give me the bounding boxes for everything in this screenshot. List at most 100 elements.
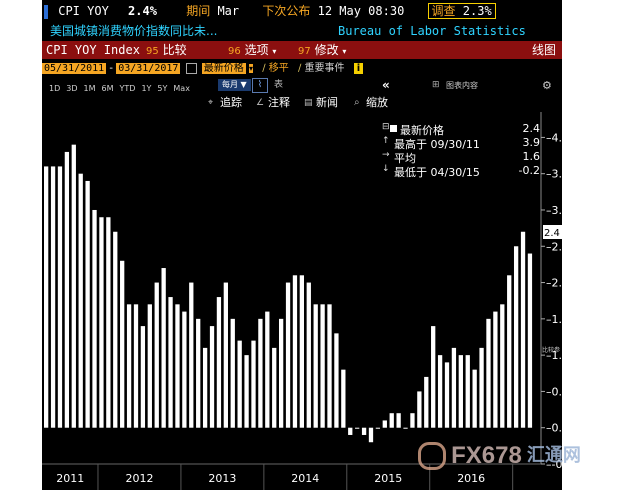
bar-2015-01[interactable] [348,427,353,435]
bar-2013-09[interactable] [237,340,242,428]
calendar-icon[interactable] [185,62,197,74]
bar-2014-03[interactable] [278,318,284,428]
bar-2015-03[interactable] [361,427,367,435]
chart-content-label[interactable]: 图表内容 [446,81,478,90]
bar-2015-09[interactable] [403,427,408,429]
news-button[interactable]: 新闻 [316,96,338,109]
bar-2013-12[interactable] [258,318,263,428]
range-max[interactable]: Max [173,84,190,93]
bar-2012-03[interactable] [113,231,118,428]
bar-2013-02[interactable] [189,282,194,428]
smooth-label[interactable]: 移平 [268,63,289,74]
frequency-selector[interactable]: 每月 ▼ [218,79,251,91]
track-button[interactable]: 追踪 [220,96,242,109]
bar-2014-06[interactable] [299,275,305,428]
bar-2012-05[interactable] [126,304,132,428]
bar-2015-07[interactable] [389,413,394,428]
field-caret-icon[interactable]: ▾ [248,64,253,73]
bar-2016-09[interactable] [486,318,491,428]
bar-2016-05[interactable] [458,355,463,428]
bar-2012-02[interactable] [106,217,111,428]
chart-type[interactable]: 线图 [531,43,556,57]
bar-2012-10[interactable] [161,268,166,428]
bar-2011-08[interactable] [64,151,70,428]
zoom-button[interactable]: 缩放 [366,96,388,109]
bar-2016-10[interactable] [493,311,498,428]
table-icon[interactable]: 表 [274,80,284,90]
bar-2013-08[interactable] [230,318,235,428]
bar-2013-05[interactable] [209,326,215,428]
bar-2011-11[interactable] [85,180,90,428]
bar-2012-04[interactable] [120,260,125,428]
bar-2011-10[interactable] [78,173,83,428]
info-icon[interactable]: i [353,63,364,74]
bar-2012-09[interactable] [154,282,159,428]
bar-2014-04[interactable] [285,282,291,428]
range-6m[interactable]: 6M [101,84,114,93]
bar-2016-12[interactable] [507,275,512,428]
range-5y[interactable]: 5Y [157,84,168,93]
bar-2015-06[interactable] [382,420,387,428]
bar-2013-10[interactable] [244,355,249,428]
settings-gear-icon[interactable]: ⚙ [542,79,552,92]
bar-2016-01[interactable] [431,326,436,428]
bar-2012-12[interactable] [175,304,180,428]
bar-2014-07[interactable] [306,282,311,428]
bar-2012-06[interactable] [133,304,139,428]
bar-2017-03[interactable] [527,253,533,428]
bar-2011-07[interactable] [57,166,63,428]
bar-2014-12[interactable] [341,369,346,428]
bar-2015-08[interactable] [396,413,401,428]
end-date-field[interactable]: 03/31/2017 [116,63,181,74]
bar-2012-11[interactable] [168,297,173,428]
start-date-field[interactable]: 05/31/2011 [42,63,107,74]
bar-2011-12[interactable] [92,209,97,428]
bar-2013-07[interactable] [223,282,228,428]
bar-2016-02[interactable] [437,355,443,428]
bar-2015-10[interactable] [410,413,415,428]
ticker[interactable]: CPI YOY [58,4,109,18]
range-1d[interactable]: 1D [49,84,61,93]
annotate-button[interactable]: 注释 [268,96,290,109]
bar-2013-01[interactable] [182,311,187,428]
bar-2012-01[interactable] [99,217,104,428]
bar-2014-08[interactable] [313,304,318,428]
bar-2014-10[interactable] [327,304,332,428]
bar-2014-01[interactable] [265,311,270,428]
field-selector[interactable]: 最新价格 [201,63,246,74]
survey-box[interactable]: 调查 2.3% [427,3,496,19]
bar-2011-09[interactable] [71,144,76,428]
bar-2016-08[interactable] [479,347,484,428]
bar-2011-06[interactable] [50,166,56,428]
bar-2015-11[interactable] [417,391,422,428]
events-label[interactable]: 重要事件 [304,63,345,74]
bar-2015-05[interactable] [375,427,381,429]
bar-2012-08[interactable] [147,304,152,428]
bar-2017-01[interactable] [513,246,519,428]
bar-2015-04[interactable] [368,427,374,443]
index-name[interactable]: CPI YOY Index [46,43,140,57]
bar-2013-04[interactable] [202,347,208,428]
bar-2016-03[interactable] [444,362,450,428]
range-ytd[interactable]: YTD [119,84,136,93]
bar-2014-05[interactable] [292,275,298,428]
modify-button[interactable]: 97 修改 ▾ [298,41,346,59]
bar-2014-11[interactable] [334,333,339,428]
bar-2015-12[interactable] [424,376,429,428]
bar-2013-06[interactable] [216,297,222,428]
bar-2014-02[interactable] [272,347,277,428]
bar-2016-06[interactable] [465,355,470,428]
bar-2016-04[interactable] [451,347,457,428]
range-1y[interactable]: 1Y [141,84,152,93]
bar-2011-05[interactable] [44,166,49,428]
bar-2012-07[interactable] [140,326,146,428]
bar-2015-02[interactable] [355,427,360,429]
bar-2013-11[interactable] [251,340,256,428]
range-3d[interactable]: 3D [66,84,78,93]
bar-2013-03[interactable] [196,318,201,428]
compare-button[interactable]: 95 比较 [146,41,187,59]
bar-2014-09[interactable] [320,304,325,428]
bar-2016-07[interactable] [472,369,477,428]
range-1m[interactable]: 1M [83,84,96,93]
options-button[interactable]: 96 选项 ▾ [228,41,276,59]
